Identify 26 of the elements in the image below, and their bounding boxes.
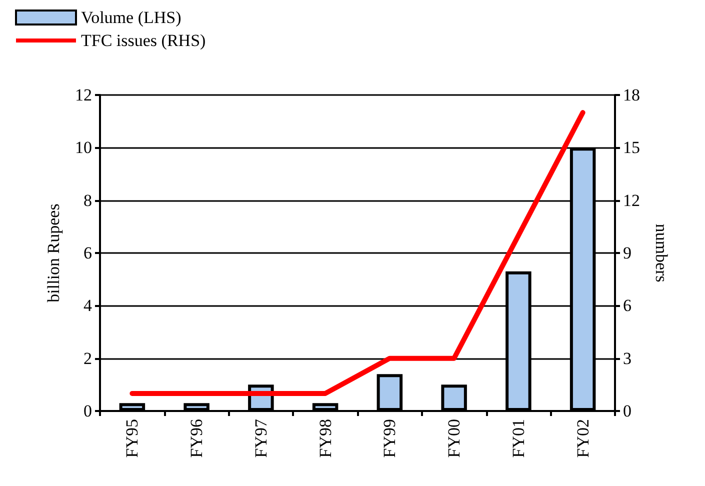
x-tick-label: FY97 (251, 418, 270, 458)
x-tick-label: FY96 (187, 419, 206, 458)
y-tick-label: 2 (84, 348, 92, 368)
y2-tick-label: 3 (623, 348, 632, 368)
y-tick-label: 6 (84, 244, 92, 262)
y-tick-label: 12 (75, 86, 92, 104)
legend-label: Volume (LHS) (81, 8, 182, 27)
y-axis-title: billion Rupees (44, 204, 63, 302)
y2-tick-label: 0 (623, 402, 632, 420)
y-tick-label: 8 (84, 190, 92, 210)
legend-label: TFC issues (RHS) (81, 31, 206, 50)
y-tick-label: 10 (75, 138, 92, 158)
y2-tick-label: 18 (623, 86, 640, 104)
y2-tick-label: 9 (623, 244, 632, 262)
y2-tick-label: 6 (623, 296, 632, 316)
y-tick-label: 4 (84, 296, 92, 316)
x-tick-label: FY01 (508, 419, 528, 458)
x-tick-label: FY00 (444, 419, 464, 458)
x-tick-label: FY95 (122, 419, 142, 458)
x-tick-label: FY99 (380, 419, 400, 458)
y2-axis-title: numbers (652, 224, 671, 282)
y-tick-label: 0 (84, 402, 92, 420)
y2-tick-label: 12 (623, 190, 640, 210)
x-tick-label: FY98 (316, 419, 335, 458)
y2-tick-label: 15 (623, 138, 640, 158)
x-tick-label: FY02 (573, 419, 592, 458)
